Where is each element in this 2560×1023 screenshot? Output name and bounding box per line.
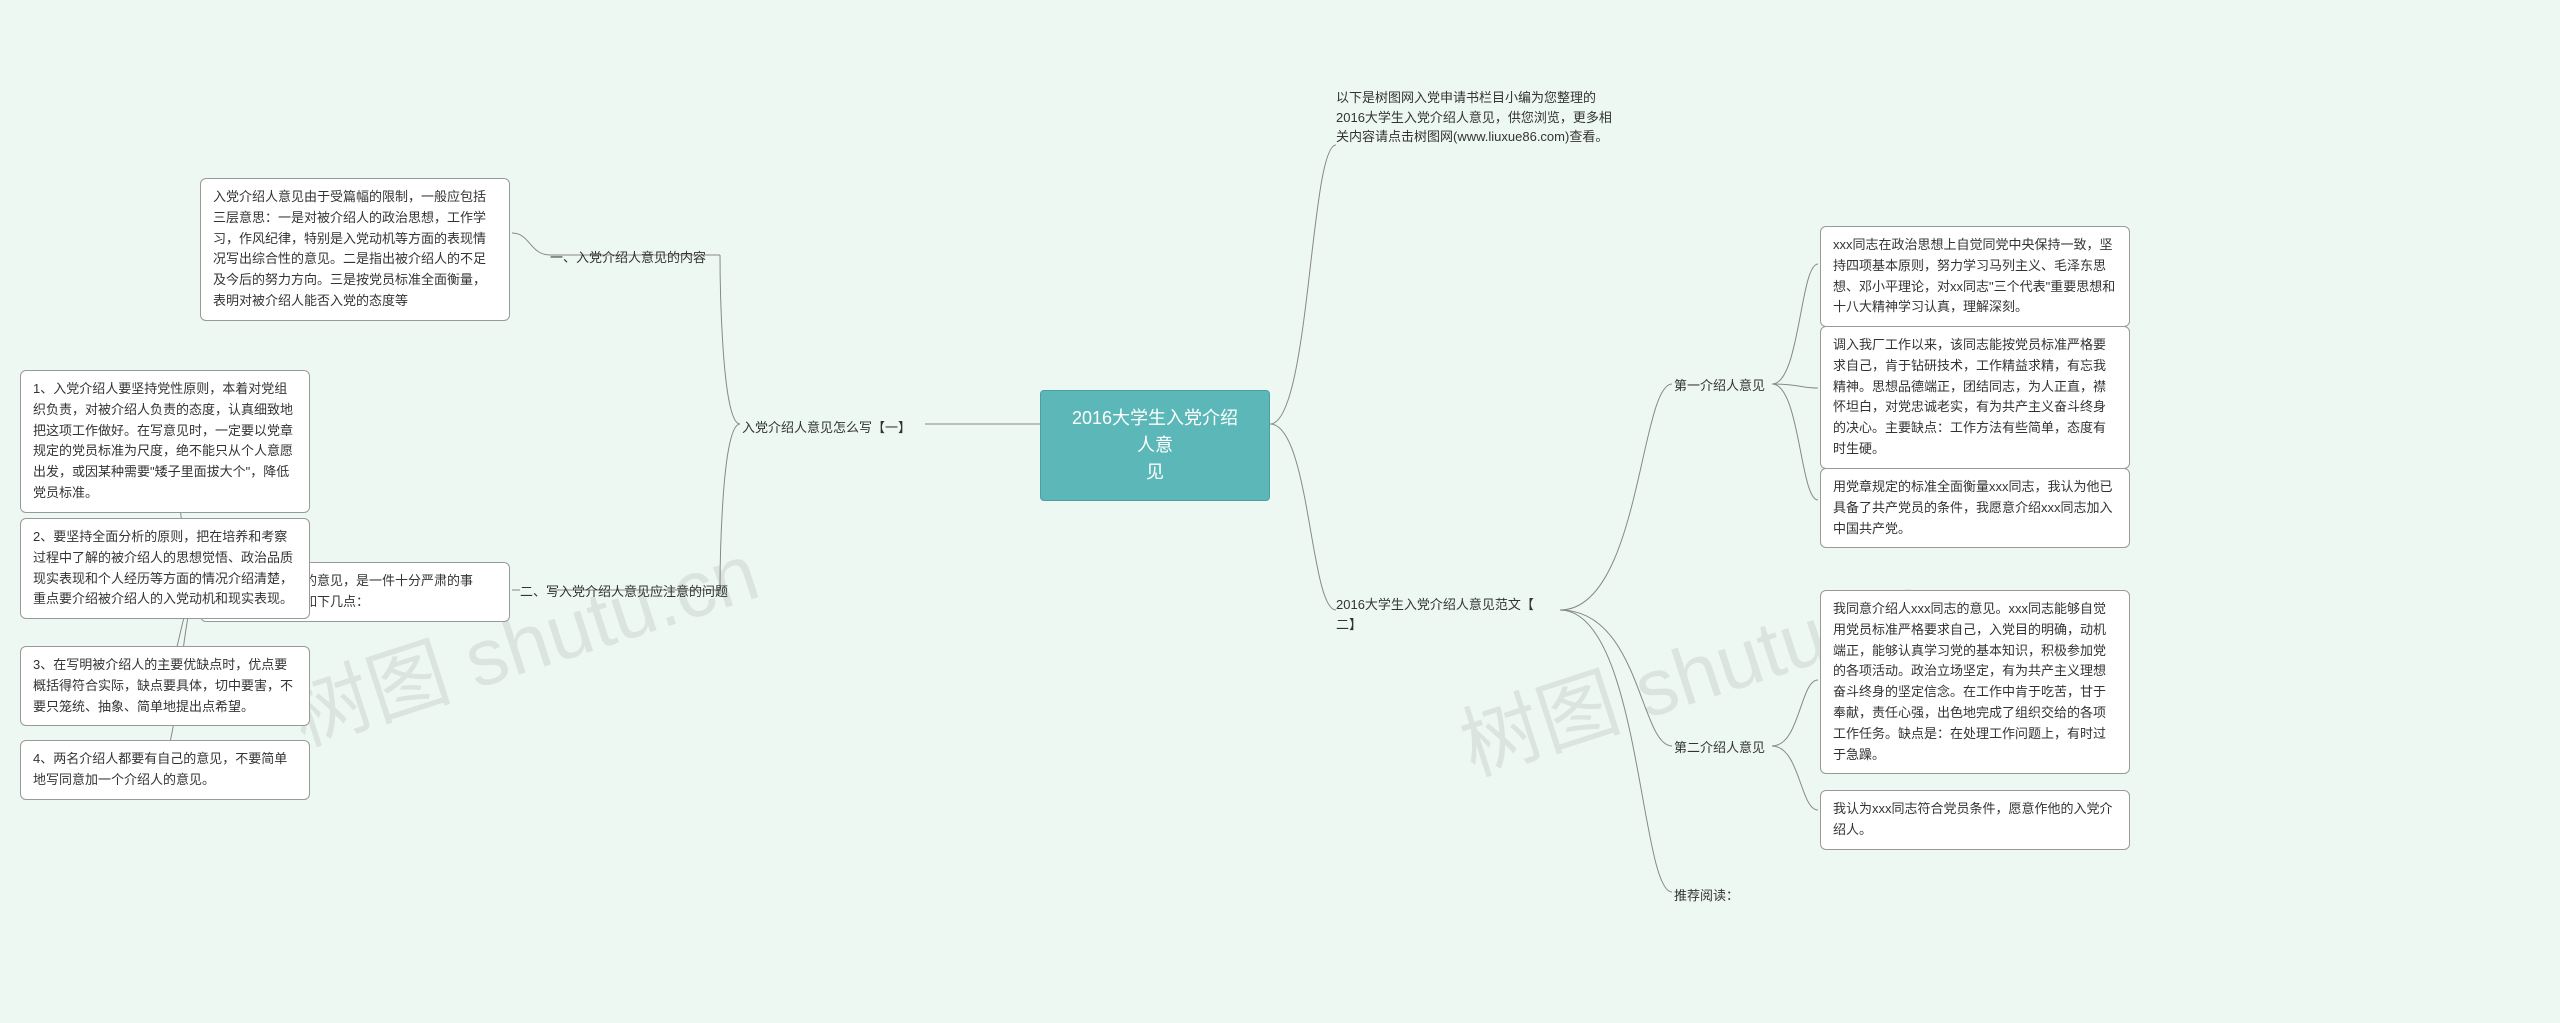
left-sec2-label[interactable]: 二、写入党介绍人意见应注意的问题 bbox=[520, 582, 728, 602]
watermark: 树图 shutu.cn bbox=[274, 508, 771, 768]
left-sec1-body[interactable]: 入党介绍人意见由于受篇幅的限制，一般应包括三层意思：一是对被介绍人的政治思想，工… bbox=[200, 178, 510, 321]
right-op1-b[interactable]: 调入我厂工作以来，该同志能按党员标准严格要求自己，肯于钻研技术，工作精益求精，有… bbox=[1820, 326, 2130, 469]
mindmap-connectors bbox=[0, 0, 2560, 1023]
left-point-2[interactable]: 2、要坚持全面分析的原则，把在培养和考察过程中了解的被介绍人的思想觉悟、政治品质… bbox=[20, 518, 310, 619]
right-op2-b[interactable]: 我认为xxx同志符合党员条件，愿意作他的入党介绍人。 bbox=[1820, 790, 2130, 850]
center-topic[interactable]: 2016大学生入党介绍人意 见 bbox=[1040, 390, 1270, 501]
right-op1-label[interactable]: 第一介绍人意见 bbox=[1674, 376, 1765, 396]
right-op1-a[interactable]: xxx同志在政治思想上自觉同党中央保持一致，坚持四项基本原则，努力学习马列主义、… bbox=[1820, 226, 2130, 327]
right-branch-label[interactable]: 2016大学生入党介绍人意见范文【 二】 bbox=[1336, 595, 1566, 634]
left-branch-label[interactable]: 入党介绍人意见怎么写【一】 bbox=[742, 418, 911, 438]
left-point-4[interactable]: 4、两名介绍人都要有自己的意见，不要简单地写同意加一个介绍人的意见。 bbox=[20, 740, 310, 800]
right-intro-text: 以下是树图网入党申请书栏目小编为您整理的2016大学生入党介绍人意见，供您浏览，… bbox=[1336, 88, 1616, 147]
right-op2-label[interactable]: 第二介绍人意见 bbox=[1674, 738, 1765, 758]
left-point-1[interactable]: 1、入党介绍人要坚持党性原则，本着对党组织负责，对被介绍人负责的态度，认真细致地… bbox=[20, 370, 310, 513]
right-branch-label-l1: 2016大学生入党介绍人意见范文【 bbox=[1336, 597, 1534, 612]
right-branch-label-l2: 二】 bbox=[1336, 617, 1362, 632]
left-sec1-label[interactable]: 一、入党介绍人意见的内容 bbox=[550, 248, 706, 268]
center-title-line2: 见 bbox=[1065, 459, 1245, 486]
right-op2-a[interactable]: 我同意介绍人xxx同志的意见。xxx同志能够自觉用党员标准严格要求自己，入党目的… bbox=[1820, 590, 2130, 774]
right-op1-c[interactable]: 用党章规定的标准全面衡量xxx同志，我认为他已具备了共产党员的条件，我愿意介绍x… bbox=[1820, 468, 2130, 548]
right-more-label[interactable]: 推荐阅读： bbox=[1674, 886, 1739, 906]
center-title-line1: 2016大学生入党介绍人意 bbox=[1065, 405, 1245, 459]
left-point-3[interactable]: 3、在写明被介绍人的主要优缺点时，优点要概括得符合实际，缺点要具体，切中要害，不… bbox=[20, 646, 310, 726]
